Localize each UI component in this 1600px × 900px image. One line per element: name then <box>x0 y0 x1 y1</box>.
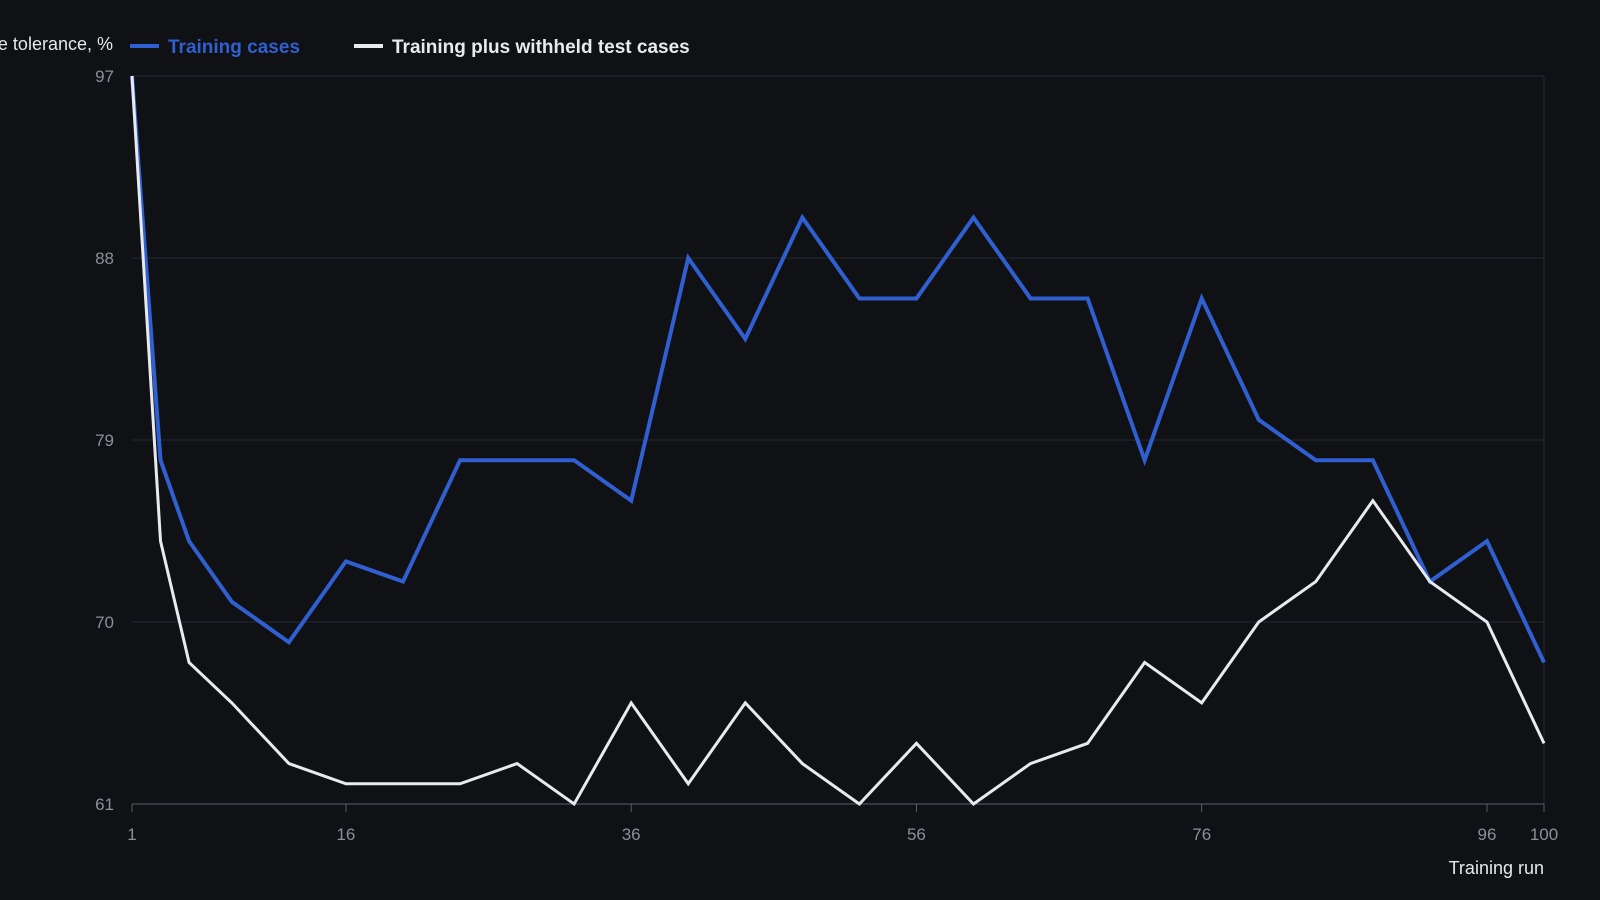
series-line-training-plus-test <box>130 75 1546 807</box>
x-tick-label: 16 <box>336 825 355 844</box>
x-tick-label: 96 <box>1477 825 1496 844</box>
series-line-training <box>130 75 1546 664</box>
y-axis-label: e tolerance, % <box>0 34 113 54</box>
y-tick-label: 88 <box>95 249 114 268</box>
x-axis-label: Training run <box>1449 858 1544 878</box>
x-tick-label: 100 <box>1530 825 1558 844</box>
legend: Training cases Training plus withheld te… <box>130 37 690 58</box>
series-layer <box>130 75 1546 807</box>
x-tick-label: 56 <box>907 825 926 844</box>
y-tick-label: 61 <box>95 795 114 814</box>
x-tick-label: 36 <box>622 825 641 844</box>
y-tick-label: 97 <box>95 67 114 86</box>
axis-layer: 61 70 79 88 97 1 16 36 56 76 96 100 <box>95 67 1558 844</box>
legend-label-training: Training cases <box>168 37 300 58</box>
y-tick-label: 70 <box>95 613 114 632</box>
x-tick-label: 76 <box>1192 825 1211 844</box>
grid-layer <box>132 75 1545 804</box>
x-tick-label: 1 <box>127 825 136 844</box>
legend-label-training-plus-test: Training plus withheld test cases <box>392 37 690 58</box>
y-tick-label: 79 <box>95 431 114 450</box>
